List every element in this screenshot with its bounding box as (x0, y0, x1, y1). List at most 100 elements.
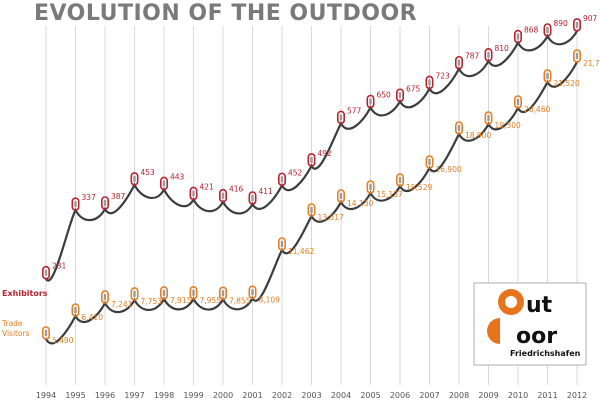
carabiner-gate (44, 269, 48, 276)
trade-visitors-marker (277, 237, 286, 251)
trade-visitors-value-label: 19,300 (495, 121, 521, 130)
exhibitors-value-label: 650 (377, 91, 392, 100)
year-label: 2008 (449, 391, 469, 400)
carabiner-gate (162, 289, 166, 296)
carabiner-gate (251, 289, 254, 296)
series-label-exhibitors: Exhibitors (2, 289, 48, 298)
trade-visitors-marker (130, 287, 139, 301)
year-label: 2002 (272, 391, 292, 400)
exhibitors-marker (101, 196, 110, 210)
exhibitors-value-label: 907 (583, 14, 598, 23)
carabiner-gate (428, 159, 431, 165)
exhibitors-value-label: 577 (347, 106, 362, 115)
year-label: 1996 (95, 391, 115, 400)
carabiner-gate (133, 290, 136, 297)
trade-visitors-value-label: 16,900 (436, 165, 462, 174)
carabiner-gate (221, 192, 225, 199)
exhibitors-marker (336, 110, 345, 125)
trade-visitors-marker (395, 173, 404, 187)
year-label: 2006 (390, 391, 410, 400)
carabiner-icon (71, 197, 80, 211)
trade-visitors-value-label: 7,241 (111, 300, 133, 309)
carabiner-gate (575, 21, 579, 28)
carabiner-icon (572, 49, 581, 63)
carabiner-icon (454, 55, 463, 70)
trade-visitors-value-label: 15,137 (377, 190, 403, 199)
carabiner-icon (572, 18, 581, 32)
carabiner-gate (162, 180, 166, 187)
carabiner-gate (457, 125, 461, 131)
trade-visitors-marker (454, 121, 463, 135)
exhibitors-value-label: 868 (524, 26, 539, 35)
outdoor-logo: ut oor Friedrichshafen (473, 282, 587, 366)
series-label-trade-visitors-line1: Trade (1, 319, 23, 328)
exhibitors-marker (277, 172, 286, 187)
trade-visitors-value-label: 13,517 (318, 213, 344, 222)
carabiner-icon (71, 303, 80, 317)
exhibitors-value-label: 452 (288, 168, 303, 177)
series-markers (41, 18, 581, 340)
exhibitors-marker (130, 172, 139, 186)
carabiner-icon (160, 176, 169, 191)
trade-visitors-marker (160, 286, 169, 300)
carabiner-gate (546, 73, 549, 79)
carabiner-icon (425, 75, 434, 90)
carabiner-icon (484, 48, 493, 62)
carabiner-icon (277, 172, 286, 187)
carabiner-gate (369, 184, 372, 190)
year-label: 2012 (567, 391, 587, 400)
exhibitors-marker (425, 75, 434, 90)
exhibitors-marker (366, 94, 375, 109)
trade-visitors-value-label: 18,900 (465, 131, 491, 140)
exhibitors-value-label: 723 (436, 71, 451, 80)
carabiner-gate (457, 59, 461, 66)
year-label: 2010 (508, 391, 528, 400)
carabiner-icon (307, 203, 316, 217)
carabiner-gate (280, 176, 284, 183)
exhibitors-marker (41, 265, 50, 280)
carabiner-icon (101, 290, 110, 304)
carabiner-gate (575, 53, 579, 59)
year-label: 2003 (301, 391, 321, 400)
carabiner-icon (160, 286, 169, 300)
year-label: 2005 (360, 391, 380, 400)
year-label: 2009 (478, 391, 498, 400)
exhibitors-marker (454, 55, 463, 70)
carabiner-icon (189, 286, 198, 300)
exhibitors-marker (71, 197, 80, 211)
carabiner-icon (395, 88, 404, 103)
trade-visitors-marker (219, 286, 228, 301)
trade-visitors-marker (336, 189, 345, 203)
year-gridlines (45, 26, 578, 385)
trade-visitors-marker (248, 285, 257, 300)
trade-visitors-value-label: 21,730 (583, 59, 600, 68)
carabiner-gate (516, 33, 520, 40)
exhibitors-value-label: 492 (318, 149, 333, 158)
year-label: 2001 (242, 391, 262, 400)
carabiner-gate (103, 294, 107, 300)
exhibitors-marker (219, 188, 228, 203)
carabiner-gate (369, 98, 372, 105)
carabiner-icon (219, 188, 228, 203)
trade-visitors-value-label: 14,130 (347, 199, 373, 208)
carabiner-icon (101, 196, 110, 210)
year-label: 2004 (331, 391, 351, 400)
exhibitors-marker (395, 88, 404, 103)
carabiner-gate (398, 177, 402, 183)
exhibitors-value-label: 411 (259, 187, 274, 196)
carabiner-icon (425, 155, 434, 169)
logo-line2: oor (516, 324, 557, 349)
carabiner-icon (130, 287, 139, 301)
exhibitors-value-label: 675 (406, 84, 421, 93)
carabiner-icon (336, 110, 345, 125)
carabiner-gate (133, 175, 136, 182)
trade-visitors-value-label: 8,109 (259, 295, 281, 304)
carabiner-gate (310, 207, 313, 213)
carabiner-gate (310, 156, 313, 163)
carabiner-gate (251, 195, 254, 201)
carabiner-icon (41, 326, 50, 340)
carabiner-gate (546, 27, 549, 33)
carabiner-gate (74, 307, 77, 313)
trade-visitors-marker (189, 286, 198, 300)
